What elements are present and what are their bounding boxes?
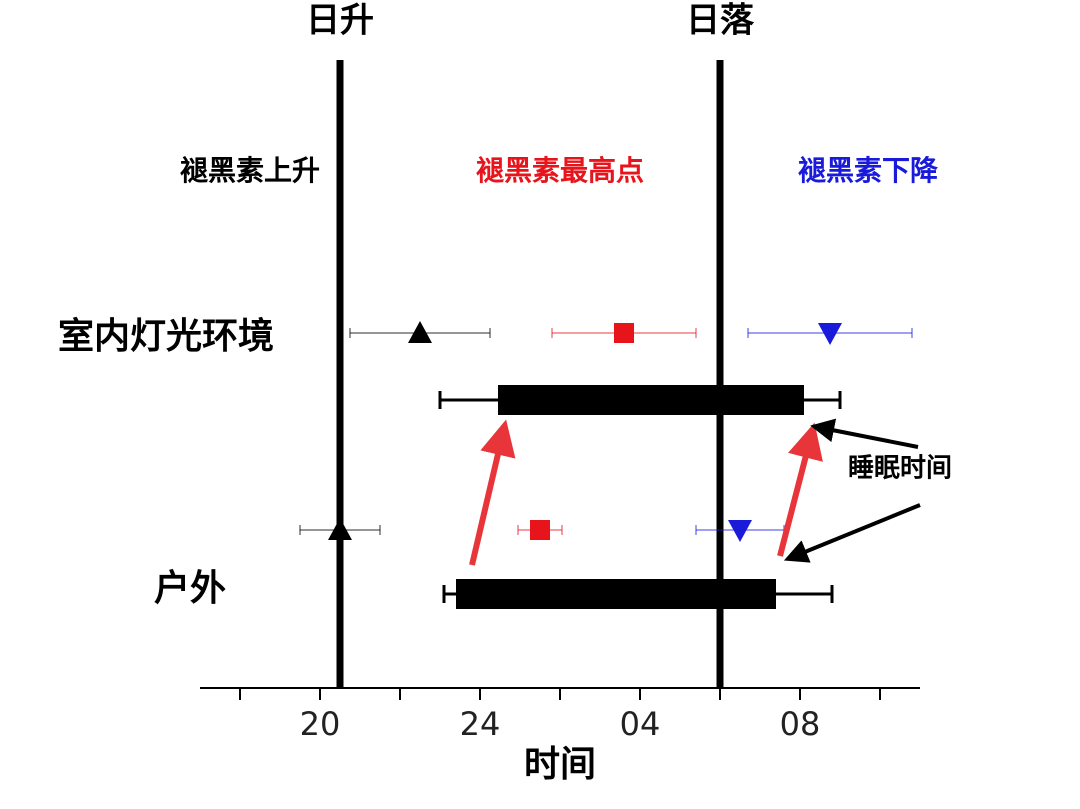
x-tick-label: 24 xyxy=(460,705,501,743)
marker xyxy=(614,323,634,343)
reference-label: 日升 xyxy=(306,1,374,41)
x-axis-label: 时间 xyxy=(524,744,596,785)
reference-label: 日落 xyxy=(686,1,755,41)
annotation-arrow xyxy=(810,418,919,449)
marker xyxy=(408,321,432,343)
legend-label: 褪黑素最高点 xyxy=(476,154,644,187)
row-label: 室内灯光环境 xyxy=(58,316,274,357)
legend-label: 褪黑素上升 xyxy=(180,154,320,187)
marker xyxy=(818,323,842,345)
annotation-arrow xyxy=(783,503,921,563)
x-tick-label: 20 xyxy=(300,705,341,743)
annotation-arrow xyxy=(469,419,516,566)
x-tick-label: 04 xyxy=(620,705,661,743)
sleep-bar xyxy=(456,579,776,609)
annotation: 睡眠时间 xyxy=(848,454,952,484)
row-label: 户外 xyxy=(154,568,226,609)
annotation-arrow xyxy=(777,422,823,557)
legend-label: 褪黑素下降 xyxy=(798,154,939,187)
marker xyxy=(328,518,352,540)
marker xyxy=(530,520,550,540)
sleep-bar xyxy=(498,385,804,415)
marker xyxy=(728,520,752,542)
x-tick-label: 08 xyxy=(780,705,821,743)
